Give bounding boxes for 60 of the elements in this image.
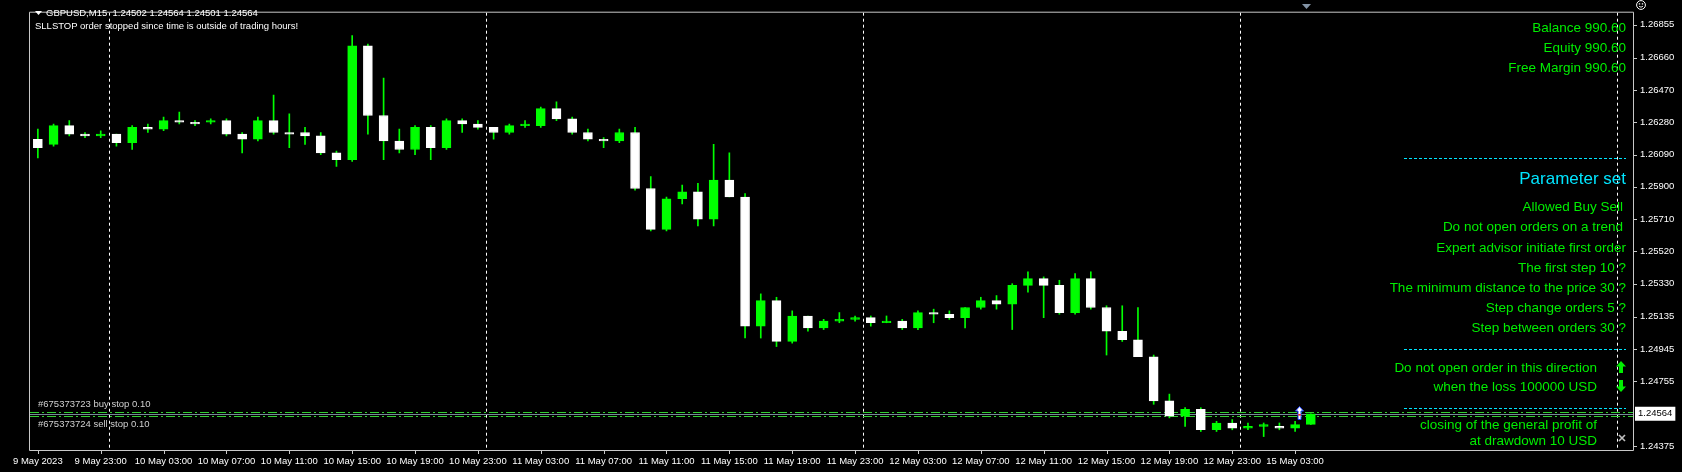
ref-line-label: #675373724 sell stop 0.10 — [38, 417, 150, 429]
y-tick-label: 1.26855 — [1640, 18, 1675, 30]
annotation: closing of the general profit of — [1419, 416, 1598, 432]
x-tick-label: 11 May 03:00 — [512, 455, 570, 467]
y-tick-label: 1.26280 — [1640, 115, 1675, 127]
annotation: Step between orders 30 ? — [1471, 319, 1626, 335]
annotation: Parameter set — [1519, 168, 1627, 188]
candlestick — [300, 127, 310, 145]
annotation: Do not open orders on a trend — [1442, 218, 1623, 234]
x-tick-label: 11 May 15:00 — [700, 455, 758, 467]
text: SLLSTOP order stopped since time is outside of trading hours! — [35, 19, 299, 31]
candlestick — [520, 120, 530, 128]
y-tick-label: 1.24755 — [1640, 374, 1675, 386]
x-tick-label: 10 May 11:00 — [260, 455, 318, 467]
x-tick-label: 15 May 03:00 — [1266, 455, 1324, 467]
x-tick-label: 10 May 19:00 — [386, 455, 444, 467]
y-tick-label: 1.24945 — [1640, 342, 1675, 354]
annotation: at drawdown 10 USD — [1469, 432, 1598, 448]
x-tick-label: 11 May 07:00 — [575, 455, 633, 467]
x-tick-label: 11 May 11:00 — [638, 455, 695, 467]
x-tick-label: 10 May 15:00 — [323, 455, 381, 467]
annotation: Expert advisor initiate first order — [1436, 239, 1627, 255]
x-tick-label: 12 May 07:00 — [952, 455, 1010, 467]
x-tick-label: 12 May 23:00 — [1203, 455, 1262, 467]
x-tick-label: 10 May 03:00 — [134, 455, 193, 467]
candlestick — [143, 123, 153, 133]
y-tick-label: 1.25135 — [1640, 310, 1675, 322]
y-tick-label: 1.26660 — [1640, 51, 1675, 63]
x-tick-label: 12 May 03:00 — [889, 455, 947, 467]
annotation: The first step 10 ? — [1517, 259, 1626, 275]
x-tick-label: 11 May 19:00 — [763, 455, 821, 467]
y-tick-label: 1.26090 — [1640, 148, 1675, 160]
x-tick-label: 11 May 23:00 — [826, 455, 884, 467]
x-tick-label: 9 May 2023 — [13, 455, 63, 467]
candlestick — [1258, 422, 1269, 437]
annotation: Balance 990.60 — [1532, 19, 1626, 35]
annotation: Allowed Buy Sell — [1522, 198, 1623, 214]
y-tick-label: 1.25520 — [1640, 245, 1675, 257]
ref-line-label: 1.24564 — [1638, 407, 1673, 419]
x-tick-label: 10 May 07:00 — [197, 455, 256, 467]
candlestick — [284, 113, 295, 149]
x-tick-label: 12 May 19:00 — [1140, 455, 1199, 467]
annotation: The minimum distance to the price 30 ? — [1389, 279, 1626, 295]
annotation: Do not open order in this direction — [1394, 359, 1597, 375]
chart-title: GBPUSD,M15 1.24502 1.24564 1.24501 1.24564 — [46, 6, 258, 18]
y-tick-label: 1.26470 — [1640, 83, 1675, 95]
x-tick-label: 12 May 11:00 — [1015, 455, 1073, 467]
y-tick-label: 1.25900 — [1640, 180, 1675, 192]
candlestick — [1117, 305, 1128, 342]
y-tick-label: 1.24375 — [1640, 439, 1675, 451]
x-tick-label: 9 May 23:00 — [74, 455, 127, 467]
x-tick-label: 10 May 23:00 — [449, 455, 507, 467]
y-tick-label: 1.25710 — [1640, 212, 1675, 224]
annotation: Step change orders 5 ? — [1485, 299, 1626, 315]
y-tick-label: 1.25330 — [1640, 277, 1675, 289]
annotation: Free Margin 990.60 — [1508, 59, 1626, 75]
annotation: when the loss 100000 USD — [1432, 378, 1598, 394]
annotation: Equity 990.60 — [1543, 39, 1626, 55]
x-tick-label: 12 May 15:00 — [1077, 455, 1136, 467]
ref-line-label: #675373723 buy stop 0.10 — [38, 397, 151, 409]
